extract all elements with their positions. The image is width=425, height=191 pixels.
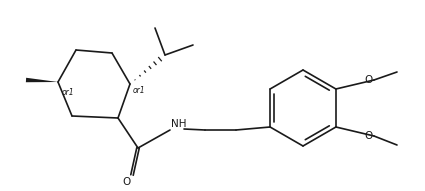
Text: O: O [365, 131, 373, 141]
Text: or1: or1 [62, 87, 75, 96]
Text: NH: NH [171, 119, 187, 129]
Text: O: O [123, 177, 131, 187]
Polygon shape [26, 78, 58, 82]
Text: O: O [365, 75, 373, 85]
Text: or1: or1 [133, 86, 146, 95]
